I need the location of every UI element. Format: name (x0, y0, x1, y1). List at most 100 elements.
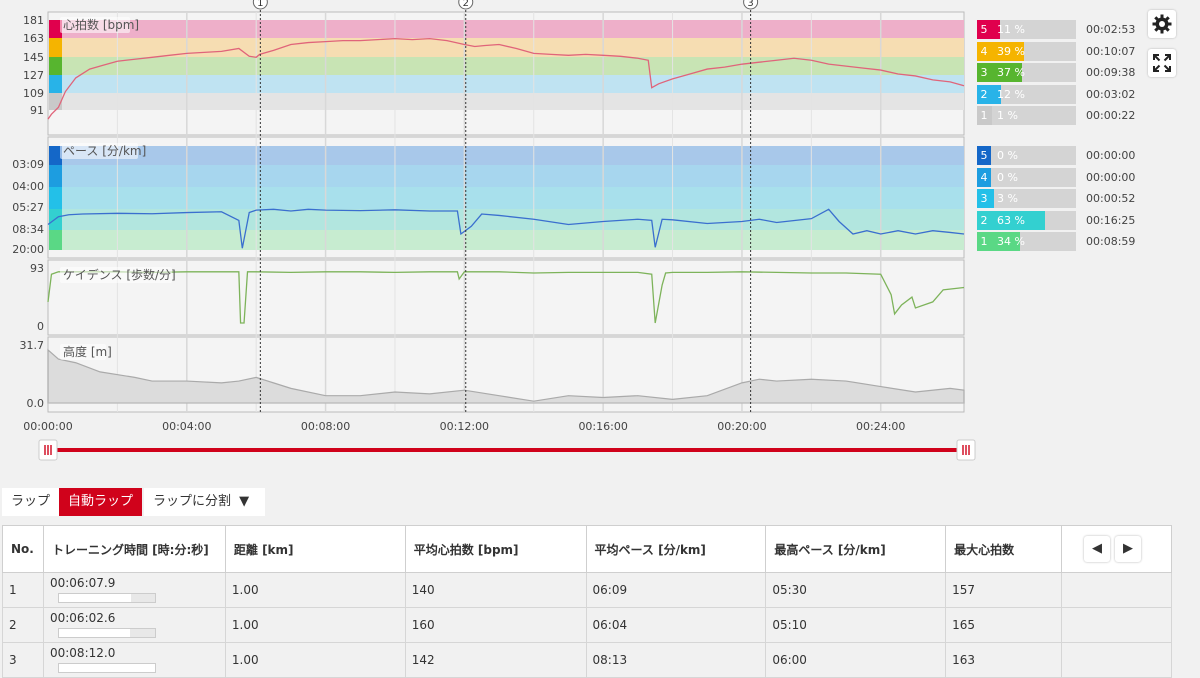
cadence-tick-label: 0 (37, 320, 44, 333)
column-header-avg-hr[interactable]: 平均心拍数 [bpm] (404, 525, 587, 573)
lap-empty (1061, 572, 1172, 608)
lap-time-value: 00:06:02.6 (49, 611, 116, 625)
cadence-chart-label-bg (60, 267, 172, 283)
pace-chart-label-bg (60, 143, 138, 159)
column-header-no[interactable]: No. (2, 525, 44, 573)
lap-time: 00:06:02.6 (42, 607, 226, 643)
column-header-max-pace[interactable]: 最高ペース [分/km] (765, 525, 947, 573)
column-nav: ◀ ▶ (1061, 525, 1172, 573)
table-row[interactable]: 2 00:06:02.6 1.00 160 06:04 05:10 165 (2, 607, 1172, 643)
hr-tick-label: 109 (23, 87, 44, 100)
hr-tick-label: 181 (23, 14, 44, 27)
zone-time: 00:00:00 (1086, 170, 1136, 184)
zone-fill (991, 106, 992, 125)
next-columns-button[interactable]: ▶ (1115, 536, 1142, 562)
hr-zone-marker (49, 20, 62, 38)
column-header-avg-pace[interactable]: 平均ペース [分/km] (585, 525, 767, 573)
hr-zone-band (49, 38, 964, 57)
zone-number: 5 (977, 20, 991, 39)
table-row[interactable]: 3 00:08:12.0 1.00 142 08:13 06:00 163 (2, 642, 1172, 678)
zone-time: 00:00:52 (1086, 192, 1136, 205)
pace-zone-marker (49, 146, 62, 165)
pace-line (47, 208, 965, 249)
lap-marker-badge[interactable] (458, 0, 474, 10)
x-tick-label: 00:08:00 (301, 420, 350, 433)
pace-zone-band (49, 230, 964, 250)
lap-time-value: 00:08:12.0 (49, 646, 116, 660)
zone-percent: 12 % (997, 87, 1025, 101)
hr-zone-marker (49, 38, 62, 57)
hr-zone-marker (49, 75, 62, 93)
zone-time: 00:09:38 (1086, 66, 1136, 79)
lap-empty (1061, 607, 1172, 643)
heart_rate-zone-4-bar: 4 39 % (977, 41, 1076, 61)
x-tick-label: 00:00:00 (23, 420, 72, 433)
lap-time-value: 00:06:07.9 (49, 576, 116, 590)
hr-tick-label: 145 (23, 51, 44, 64)
x-tick-label: 00:16:00 (578, 420, 627, 433)
zone-fill (991, 20, 1001, 39)
hr-chart-label-bg (60, 17, 130, 33)
lap-time-bar (57, 592, 156, 603)
lap-avg-pace: 06:04 (585, 607, 767, 643)
altitude-area (47, 348, 965, 404)
pace-zone-band (49, 187, 964, 209)
prev-columns-button[interactable]: ◀ (1084, 536, 1111, 562)
column-header-max-hr[interactable]: 最大心拍数 (945, 525, 1063, 573)
lap-time: 00:08:12.0 (42, 642, 226, 678)
pace-tick-label: 04:00 (12, 180, 44, 193)
zone-number: 5 (977, 146, 991, 165)
zone-percent: 39 % (997, 44, 1025, 58)
table-header-row: No. トレーニング時間 [時:分:秒] 距離 [km] 平均心拍数 [bpm]… (2, 525, 1172, 573)
pace-tick-label: 03:09 (12, 158, 44, 171)
zone-number: 2 (977, 210, 991, 230)
tab-laps[interactable]: ラップ (2, 488, 60, 516)
column-header-training-time[interactable]: トレーニング時間 [時:分:秒] (42, 525, 226, 573)
zone-percent: 63 % (997, 213, 1025, 227)
tab-split-laps-label: ラップに分割 (153, 494, 232, 509)
hr-tick-label: 91 (30, 104, 44, 117)
zone-fill (991, 232, 1020, 251)
zone-percent: 34 % (997, 235, 1025, 248)
pace-zone-marker (49, 187, 62, 209)
gear-icon (1152, 14, 1172, 34)
hr-zone-band (49, 93, 964, 110)
tab-split-laps[interactable]: ラップに分割 ▼ (144, 488, 265, 516)
lap-avg-hr: 140 (404, 572, 587, 608)
zone-percent: 11 % (997, 23, 1025, 36)
settings-button[interactable] (1148, 10, 1176, 38)
lap-marker-badge[interactable] (252, 0, 268, 10)
lap-max-pace: 06:00 (765, 642, 947, 678)
lap-max-pace: 05:10 (765, 607, 947, 643)
altitude-chart-label: 高度 [m] (63, 344, 112, 359)
pace-zone-band (49, 209, 964, 230)
column-header-distance[interactable]: 距離 [km] (224, 525, 406, 573)
pace-zone-marker (49, 230, 62, 250)
table-row[interactable]: 1 00:06:07.9 1.00 140 06:09 05:30 157 (2, 572, 1172, 608)
lap-number: 3 (2, 642, 44, 678)
fullscreen-button[interactable] (1148, 49, 1176, 77)
zone-number: 4 (977, 41, 991, 61)
pace-zone-2-bar: 2 63 % (977, 210, 1076, 230)
altitude-tick-label: 31.7 (20, 339, 45, 352)
zone-number: 3 (977, 189, 991, 208)
zone-percent: 0 % (997, 149, 1018, 162)
activity-chart[interactable]: 1811631451271099103:0904:0005:2708:3420:… (0, 0, 1200, 470)
lap-time-bar-fill (58, 628, 131, 637)
altitude-chart-label-bg (60, 344, 106, 360)
pace-zone-band (49, 146, 964, 165)
lap-marker-badge[interactable] (743, 0, 759, 10)
lap-table: No. トレーニング時間 [時:分:秒] 距離 [km] 平均心拍数 [bpm]… (2, 525, 1172, 678)
chevron-down-icon: ▼ (239, 494, 250, 509)
lap-time-bar-fill (58, 663, 155, 672)
lap-number: 1 (2, 572, 44, 608)
zone-number: 1 (977, 106, 991, 125)
pace-tick-label: 08:34 (12, 223, 44, 236)
tab-auto-laps[interactable]: 自動ラップ (59, 488, 143, 516)
zone-fill (991, 84, 1002, 104)
expand-icon (1153, 54, 1171, 72)
zone-fill (991, 189, 994, 208)
lap-max-hr: 163 (945, 642, 1063, 678)
hr-zone-band (49, 20, 964, 38)
zone-number: 1 (977, 232, 991, 251)
